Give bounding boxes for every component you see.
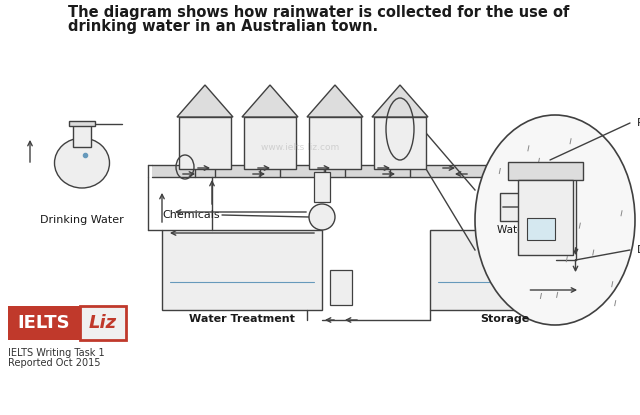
Bar [500,193,555,221]
Bar [179,117,231,169]
Bar [73,125,91,147]
Ellipse shape [54,138,109,188]
Bar [508,162,582,180]
Polygon shape [242,85,298,117]
Text: drinking water in an Australian town.: drinking water in an Australian town. [68,19,378,34]
Text: The diagram shows how rainwater is collected for the use of: The diagram shows how rainwater is colle… [68,5,570,20]
Bar [518,180,573,255]
Bar [244,117,296,169]
Bar [69,121,95,126]
Text: www.ielts liz.com: www.ielts liz.com [261,142,339,151]
Text: Chemicals: Chemicals [163,210,220,220]
Bar [330,270,352,305]
Text: Water Filter: Water Filter [497,225,557,235]
Text: Water Treatment: Water Treatment [189,314,295,324]
Polygon shape [177,85,233,117]
Text: Drinking Water: Drinking Water [40,215,124,225]
Bar [162,230,322,310]
Text: IELTS: IELTS [18,314,70,332]
Text: IELTS Writing Task 1: IELTS Writing Task 1 [8,348,104,358]
Text: Reported Oct 2015: Reported Oct 2015 [8,358,100,368]
Text: Liz: Liz [89,314,117,332]
Bar [80,306,126,340]
Text: Rainwater: Rainwater [637,118,640,128]
Polygon shape [307,85,363,117]
Bar [152,165,500,177]
Bar [314,172,330,202]
Bar [374,117,426,169]
Bar [8,306,80,340]
Text: Drain: Drain [637,245,640,255]
Bar [309,117,361,169]
Circle shape [309,204,335,230]
Text: Storage: Storage [481,314,530,324]
Ellipse shape [475,115,635,325]
Bar [430,230,580,310]
Polygon shape [372,85,428,117]
Bar [527,218,555,240]
